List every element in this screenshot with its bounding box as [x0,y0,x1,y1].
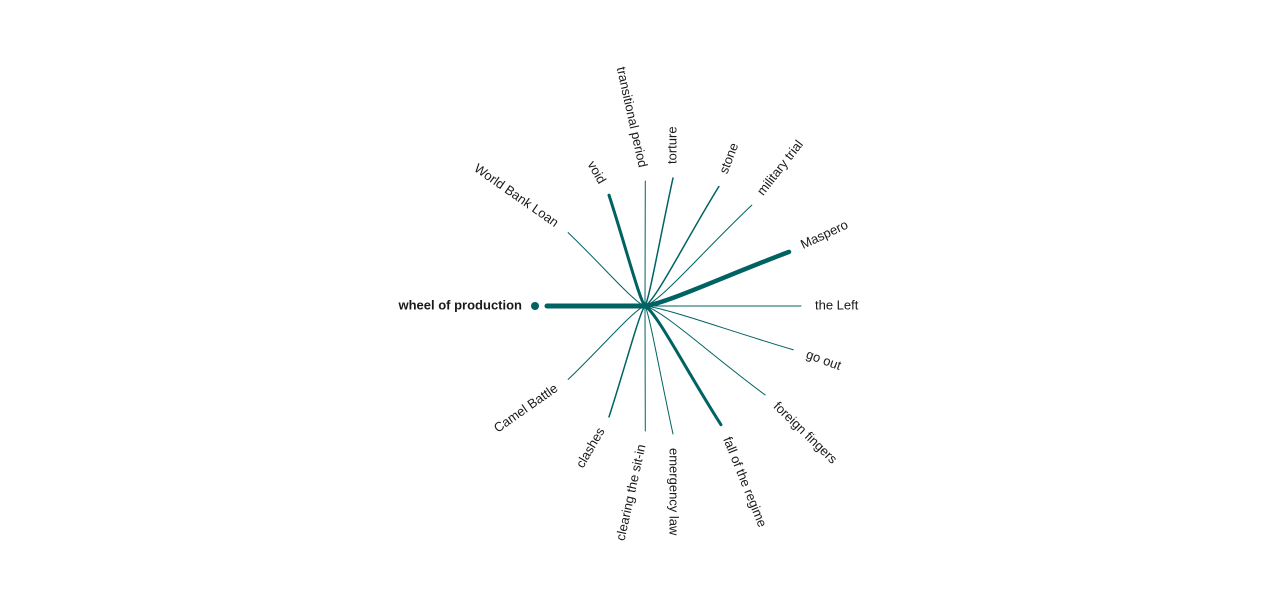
edge-camel-battle [567,305,646,380]
term-label-go-out[interactable]: go out [804,347,843,374]
term-label-world-bank-loan[interactable]: World Bank Loan [471,160,561,229]
term-label-maspero[interactable]: Maspero [798,217,850,252]
edge-group [567,177,802,435]
edge-world-bank-loan [567,232,646,307]
edge-emergency-law [644,305,674,435]
term-label-emergency-law[interactable]: emergency law [667,448,682,536]
term-label-torture[interactable]: torture [664,126,679,164]
term-label-fall-of-the-regime[interactable]: fall of the regime [720,434,770,529]
edge-torture [644,177,674,307]
edge-military-trial [644,204,753,307]
edge-go-out [644,305,794,351]
term-label-transitional-period[interactable]: transitional period [614,65,651,168]
center-dot [531,302,539,310]
edge-void [607,193,647,308]
term-label-foreign-fingers[interactable]: foreign fingers [771,398,841,466]
edge-foreign-fingers [644,305,766,396]
edge-fall-of-the-regime [643,304,723,427]
center-term-label[interactable]: wheel of production [398,297,523,312]
edge-maspero [642,249,792,309]
term-label-the-left[interactable]: the Left [815,297,859,312]
edge-clashes [608,305,646,418]
edge-stone [644,185,720,307]
term-label-clashes[interactable]: clashes [573,424,608,470]
term-label-void[interactable]: void [584,158,609,186]
term-label-camel-battle[interactable]: Camel Battle [491,380,561,435]
term-label-stone[interactable]: stone [716,141,741,176]
term-label-military-trial[interactable]: military trial [754,137,806,198]
term-label-clearing-the-sit-in[interactable]: clearing the sit-in [613,443,649,542]
